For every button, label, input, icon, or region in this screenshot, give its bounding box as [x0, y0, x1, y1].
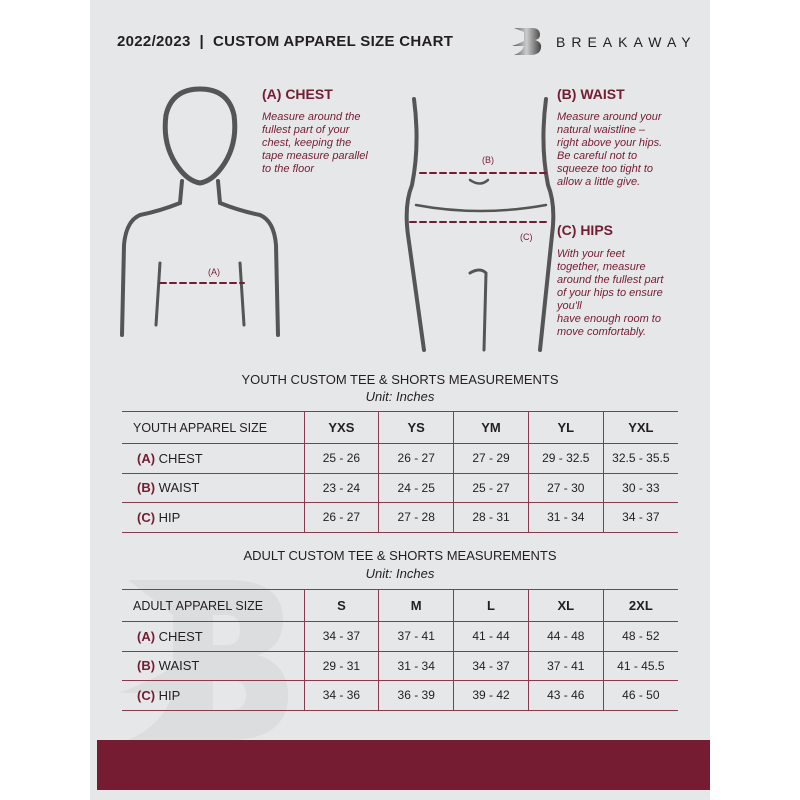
hips-heading: (C) HIPS [557, 222, 613, 238]
measure-label: (B) WAIST [122, 650, 304, 681]
page-title: 2022/2023 | CUSTOM APPAREL SIZE CHART [117, 33, 454, 50]
size-header: YS [378, 411, 454, 444]
measure-value: 48 - 52 [602, 621, 678, 652]
measure-letter: (B) [137, 480, 156, 496]
table-row: (B) WAIST 23 - 24 24 - 25 25 - 27 27 - 30 30 … [122, 472, 678, 503]
adult-table-title: ADULT CUSTOM TEE & SHORTS MEASUREMENTS [243, 548, 557, 563]
youth-size-table: YOUTH APPAREL SIZE YXS YS YM YL YXL (A) CHEST 2… [122, 411, 678, 533]
measure-name: WAIST [158, 658, 200, 674]
adult-unit: Unit: Inches [365, 566, 435, 581]
header-label: ADULT APPAREL SIZE [122, 589, 304, 622]
chest-description: Measure around the fullest part of your … [262, 111, 368, 175]
measure-label: (C) HIP [122, 502, 304, 533]
waist-hips-figure [404, 97, 556, 352]
measure-value: 26 - 27 [378, 443, 454, 474]
table-header-row: YOUTH APPAREL SIZE YXS YS YM YL YXL [122, 411, 678, 444]
hips-description: With your feet together, measure around … [557, 248, 664, 338]
header-label: YOUTH APPAREL SIZE [122, 411, 304, 444]
measure-value: 34 - 37 [303, 621, 379, 652]
measure-value: 34 - 36 [303, 680, 379, 711]
measure-label: (B) WAIST [122, 472, 304, 503]
measure-letter: (A) [137, 450, 156, 466]
waist-heading: (B) WAIST [557, 86, 625, 102]
waist-description: Measure around your natural waistline – … [557, 111, 663, 188]
measure-name: CHEST [158, 450, 203, 466]
table-header-row: ADULT APPAREL SIZE S M L XL 2XL [122, 589, 678, 622]
measure-letter: (C) [137, 509, 156, 525]
footer-banner [97, 740, 710, 790]
measure-value: 41 - 45.5 [602, 650, 678, 681]
measure-label: (C) HIP [122, 680, 304, 711]
size-header: YXL [602, 411, 678, 444]
measure-value: 31 - 34 [378, 650, 454, 681]
measure-value: 23 - 24 [303, 472, 379, 503]
measure-value: 27 - 29 [453, 443, 529, 474]
measure-value: 27 - 28 [378, 502, 454, 533]
table-row: (A) CHEST 25 - 26 26 - 27 27 - 29 29 - 32.5 3… [122, 443, 678, 474]
size-header: YXS [303, 411, 379, 444]
measure-value: 25 - 27 [453, 472, 529, 503]
size-header: L [453, 589, 529, 622]
table-row: (A) CHEST 34 - 37 37 - 41 41 - 44 44 - 48 48 … [122, 621, 678, 652]
size-header: 2XL [602, 589, 678, 622]
size-header: YM [453, 411, 529, 444]
measure-name: HIP [158, 687, 181, 703]
size-header: YL [527, 411, 604, 444]
measure-value: 26 - 27 [303, 502, 379, 533]
measure-label: (A) CHEST [122, 443, 304, 474]
measure-value: 46 - 50 [602, 680, 678, 711]
measure-letter: (C) [137, 687, 156, 703]
chest-marker: (A) [208, 267, 220, 277]
size-header: M [378, 589, 454, 622]
measure-name: WAIST [158, 480, 200, 496]
size-header: XL [527, 589, 604, 622]
chest-heading: (A) CHEST [262, 86, 333, 102]
brand-name: BREAKAWAY [556, 34, 697, 50]
measure-name: CHEST [158, 628, 203, 644]
measure-value: 37 - 41 [527, 650, 604, 681]
youth-table-title: YOUTH CUSTOM TEE & SHORTS MEASUREMENTS [241, 372, 559, 387]
adult-size-table: ADULT APPAREL SIZE S M L XL 2XL (A) CHEST 34 - … [122, 589, 678, 711]
measure-value: 27 - 30 [527, 472, 604, 503]
measure-value: 31 - 34 [527, 502, 604, 533]
measure-letter: (A) [137, 628, 156, 644]
measure-value: 37 - 41 [378, 621, 454, 652]
measure-value: 24 - 25 [378, 472, 454, 503]
measure-value: 32.5 - 35.5 [602, 443, 678, 474]
size-chart-page: 2022/2023 | CUSTOM APPAREL SIZE CHART BR… [90, 0, 710, 800]
table-row: (C) HIP 26 - 27 27 - 28 28 - 31 31 - 34 34 - … [122, 502, 678, 533]
table-row: (B) WAIST 29 - 31 31 - 34 34 - 37 37 - 41 41 … [122, 650, 678, 681]
measure-value: 41 - 44 [453, 621, 529, 652]
measure-name: HIP [158, 509, 181, 525]
chest-figure [120, 86, 280, 337]
measure-value: 43 - 46 [527, 680, 604, 711]
measure-value: 34 - 37 [602, 502, 678, 533]
breakaway-logo-icon [512, 28, 542, 55]
size-header: S [303, 589, 379, 622]
waist-marker: (B) [482, 155, 494, 165]
measure-value: 28 - 31 [453, 502, 529, 533]
youth-unit: Unit: Inches [365, 389, 435, 404]
measure-value: 30 - 33 [602, 472, 678, 503]
table-row: (C) HIP 34 - 36 36 - 39 39 - 42 43 - 46 46 - … [122, 680, 678, 711]
measure-value: 39 - 42 [453, 680, 529, 711]
hips-marker: (C) [520, 232, 533, 242]
measure-value: 34 - 37 [453, 650, 529, 681]
measure-value: 25 - 26 [303, 443, 379, 474]
measure-letter: (B) [137, 658, 156, 674]
measure-value: 29 - 32.5 [527, 443, 604, 474]
measure-value: 44 - 48 [527, 621, 604, 652]
measure-label: (A) CHEST [122, 621, 304, 652]
measure-value: 36 - 39 [378, 680, 454, 711]
measure-value: 29 - 31 [303, 650, 379, 681]
